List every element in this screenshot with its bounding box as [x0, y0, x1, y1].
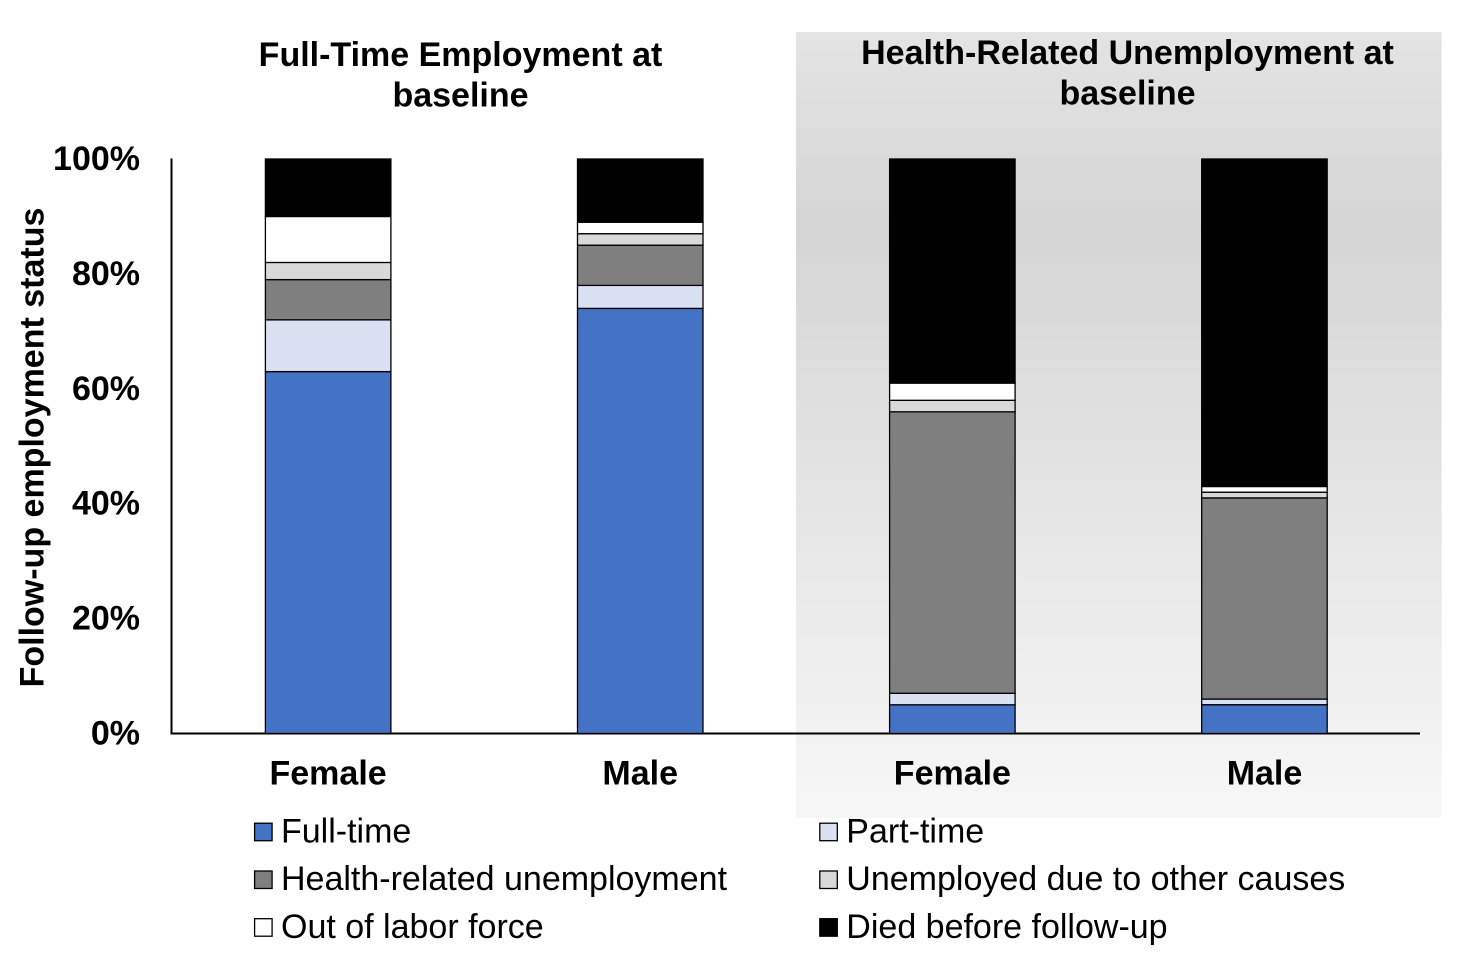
svg-text:60%: 60% [72, 370, 140, 408]
svg-text:Female: Female [270, 755, 387, 793]
svg-text:100%: 100% [53, 140, 140, 178]
svg-text:20%: 20% [72, 600, 140, 638]
svg-text:Full-time: Full-time [281, 812, 411, 850]
svg-text:Unemployed due to other causes: Unemployed due to other causes [846, 860, 1345, 898]
svg-text:Health-Related Unemployment at: Health-Related Unemployment at [861, 34, 1394, 72]
svg-text:Follow-up employment status: Follow-up employment status [14, 208, 52, 688]
svg-text:Female: Female [894, 755, 1011, 793]
svg-text:80%: 80% [72, 255, 140, 293]
svg-text:Out of labor force: Out of labor force [281, 908, 544, 946]
svg-text:Full-Time Employment at: Full-Time Employment at [259, 36, 663, 74]
svg-text:0%: 0% [91, 715, 140, 753]
svg-text:Part-time: Part-time [846, 812, 984, 850]
svg-text:baseline: baseline [1059, 75, 1195, 113]
svg-text:Male: Male [1227, 755, 1303, 793]
svg-text:Male: Male [602, 755, 678, 793]
svg-text:40%: 40% [72, 485, 140, 523]
svg-text:Died before follow-up: Died before follow-up [846, 908, 1167, 946]
svg-text:Health-related unemployment: Health-related unemployment [281, 860, 728, 898]
svg-text:baseline: baseline [392, 77, 528, 115]
